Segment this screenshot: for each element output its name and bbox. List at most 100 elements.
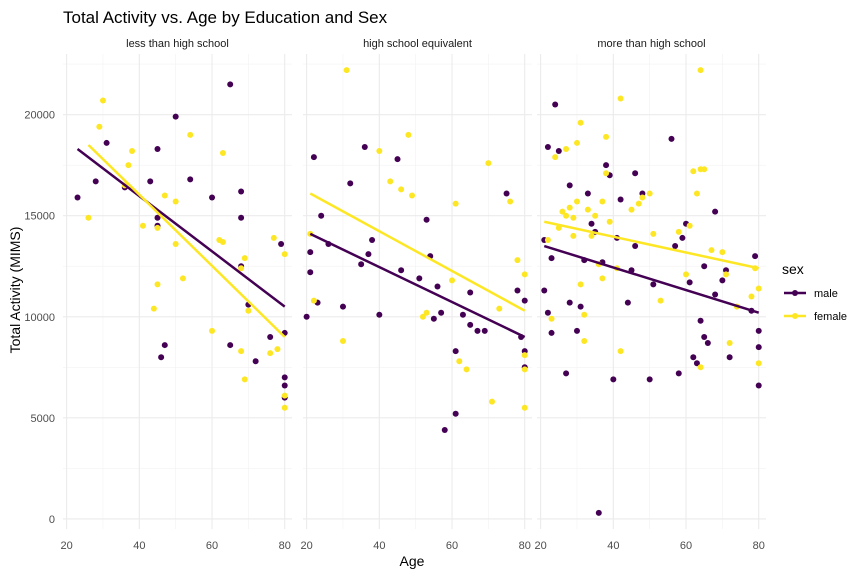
x-tick-label: 40 [133,540,145,552]
point-female [577,281,584,288]
point-male [452,410,459,417]
point-female [449,277,456,284]
point-female [748,293,755,300]
point-female [570,232,577,239]
point-female [628,206,635,213]
point-male [154,214,161,221]
point-male [632,243,639,250]
point-male [430,315,437,322]
point-female [581,338,588,345]
trend-line-male [309,232,526,339]
y-tick-label: 20000 [24,110,55,122]
point-female [599,275,606,282]
point-male [358,261,365,268]
point-male [281,374,288,381]
point-male [697,317,704,324]
point-male [712,291,719,298]
x-axis-title: Age [400,553,425,569]
point-female [581,311,588,318]
point-male [172,113,179,120]
point-male [548,329,555,336]
point-male [438,309,445,316]
point-male [595,509,602,516]
point-female [187,131,194,138]
point-male [227,342,234,349]
point-male [467,321,474,328]
point-female [584,206,591,213]
y-axis-title: Total Activity (MIMS) [7,227,23,354]
point-male [712,208,719,215]
point-male [544,143,551,150]
point-female [281,251,288,258]
point-female [161,192,168,199]
point-male [369,236,376,243]
point-female [129,148,136,155]
point-male [514,287,521,294]
point-male [92,178,99,185]
point-female [514,257,521,264]
point-male [672,243,679,250]
point-female [577,119,584,126]
point-female [125,162,132,169]
point-female [573,198,580,205]
point-female [245,307,252,314]
point-female [646,190,653,197]
facet-label: high school equivalent [363,38,472,50]
legend-key-point-male [792,290,798,296]
point-female [690,168,697,175]
point-female [563,212,570,219]
point-male [646,376,653,383]
point-female [708,247,715,254]
point-female [267,350,274,357]
point-male [693,360,700,367]
point-female [310,297,317,304]
point-male [307,269,314,276]
point-female [552,154,559,161]
x-tick-label: 20 [301,540,313,552]
y-tick-label: 5000 [31,413,55,425]
point-male [441,426,448,433]
point-male [701,333,708,340]
x-tick-label: 80 [519,540,531,552]
point-female [139,222,146,229]
x-tick-label: 60 [446,540,458,552]
point-female [603,133,610,140]
x-tick-label: 80 [753,540,765,552]
point-female [209,327,216,334]
point-male [416,275,423,282]
point-male [158,354,165,361]
point-male [577,303,584,310]
point-female [154,224,161,231]
point-male [339,303,346,310]
facet-label: less than high school [126,38,229,50]
y-tick-label: 10000 [24,312,55,324]
point-female [657,297,664,304]
x-tick-label: 60 [680,540,692,552]
point-female [686,222,693,229]
point-male [584,190,591,197]
point-male [154,146,161,152]
point-male [675,370,682,377]
point-female [599,198,606,205]
point-female [423,309,430,316]
point-female [409,192,416,199]
point-male [398,267,405,274]
point-female [339,338,346,345]
point-female [559,208,566,215]
x-tick-label: 40 [373,540,385,552]
point-male [617,196,624,203]
point-male [632,170,639,177]
point-male [555,148,562,155]
point-female [238,348,245,355]
point-female [726,340,733,347]
legend-item-female: female [784,311,847,323]
point-male [209,194,216,201]
point-male [726,354,733,361]
x-tick-label: 40 [607,540,619,552]
point-female [755,360,762,367]
point-female [238,265,245,272]
point-male [610,376,617,383]
point-female [635,200,642,207]
point-female [172,198,179,205]
